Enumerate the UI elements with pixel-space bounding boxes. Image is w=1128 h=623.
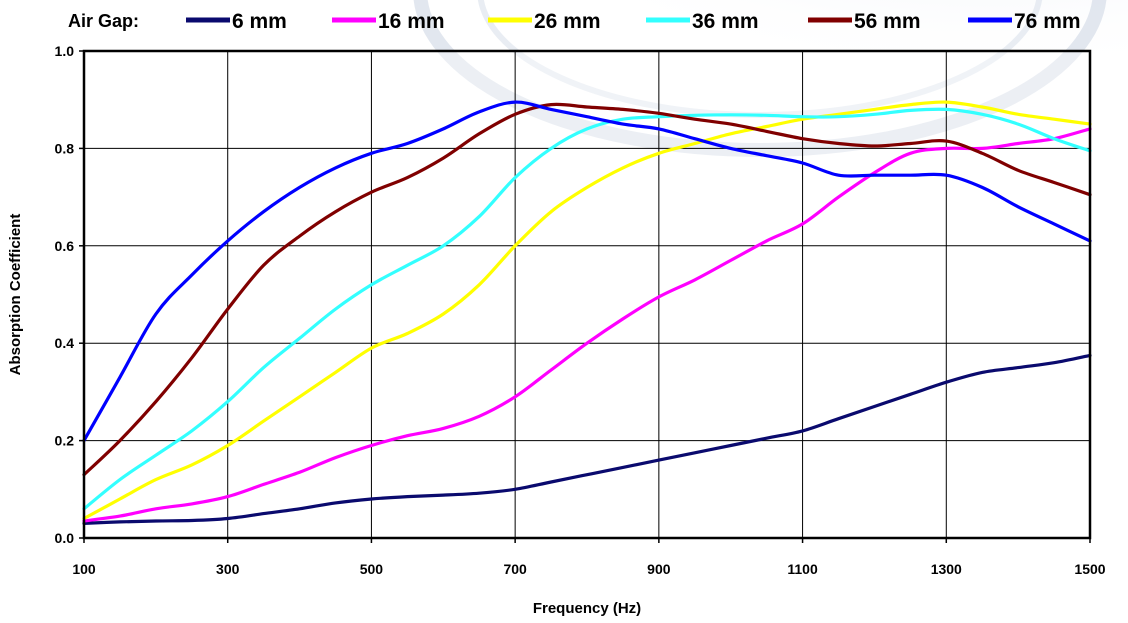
x-tick-label: 300 [216, 561, 240, 577]
x-tick-label: 700 [503, 561, 527, 577]
x-tick-label: 1500 [1074, 561, 1105, 577]
series-line-56-mm [82, 102, 1092, 477]
legend: Air Gap: 6 mm 16 mm 26 mm 36 mm 56 mm 76 mm [68, 10, 1081, 33]
legend-label-16-mm: 16 mm [378, 10, 445, 33]
y-tick-label: 0.2 [55, 433, 75, 449]
axes: 100 300 500 700 900 1100 1300 1500 0.0 0.2 0.4 0.6 0… [7, 43, 1106, 617]
x-axis-title: Frequency (Hz) [533, 600, 641, 617]
y-tick-label: 0.0 [55, 530, 75, 546]
legend-label-6-mm: 6 mm [232, 10, 287, 33]
x-tick-label: 500 [360, 561, 384, 577]
series-line-76-mm [82, 100, 1092, 443]
x-tick-label: 100 [72, 561, 96, 577]
legend-label-26-mm: 26 mm [534, 10, 601, 33]
legend-title: Air Gap: [68, 11, 139, 31]
plot-frame [82, 49, 1092, 540]
legend-label-36-mm: 36 mm [692, 10, 759, 33]
series-line-6-mm [82, 353, 1092, 525]
y-tick-label: 0.8 [55, 140, 75, 156]
x-tick-label: 900 [647, 561, 671, 577]
plot-background [84, 51, 1090, 538]
y-tick-label: 0.6 [55, 238, 75, 254]
series-lines [82, 100, 1092, 525]
series-line-36-mm [82, 107, 1092, 511]
legend-label-56-mm: 56 mm [854, 10, 921, 33]
x-tick-label: 1100 [787, 561, 818, 577]
y-tick-label: 0.4 [55, 335, 75, 351]
legend-label-76-mm: 76 mm [1014, 10, 1081, 33]
y-tick-label: 1.0 [55, 43, 75, 59]
y-axis-title: Absorption Coefficient [7, 214, 24, 376]
plot-area [84, 51, 1090, 538]
x-tick-label: 1300 [931, 561, 962, 577]
series-line-26-mm [82, 100, 1092, 521]
series-line-16-mm [82, 127, 1092, 523]
